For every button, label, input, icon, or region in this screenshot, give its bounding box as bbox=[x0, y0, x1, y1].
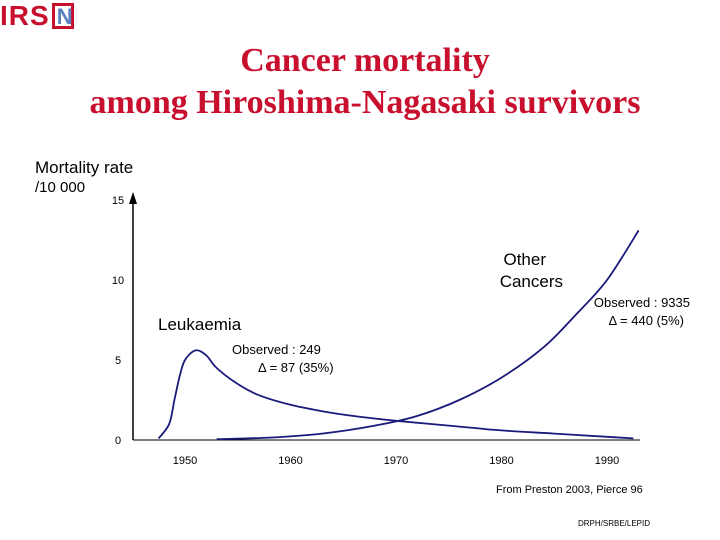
y-axis-arrow bbox=[129, 192, 137, 204]
leukaemia-line bbox=[157, 349, 634, 440]
x-tick-label: 1980 bbox=[489, 455, 513, 467]
leukaemia-label: Leukaemia bbox=[158, 315, 242, 334]
logo-text: IRS bbox=[0, 0, 50, 31]
other-cancers-observed: Observed : 9335 bbox=[594, 295, 690, 310]
y-tick-label: 0 bbox=[115, 435, 121, 447]
leukaemia-delta: Δ = 87 (35%) bbox=[258, 360, 334, 375]
y-tick-label: 15 bbox=[112, 195, 124, 207]
logo-box: N bbox=[51, 3, 74, 29]
page-title-line1: Cancer mortality bbox=[240, 42, 490, 79]
x-tick-label: 1990 bbox=[595, 455, 619, 467]
credit-note: DRPH/SRBE/LEPID bbox=[578, 519, 651, 528]
y-tick-label: 10 bbox=[112, 275, 124, 287]
y-axis-label: Mortality rate bbox=[35, 158, 134, 177]
source-note: From Preston 2003, Pierce 96 bbox=[496, 484, 643, 496]
x-tick-label: 1950 bbox=[173, 455, 197, 467]
tick-labels: 0 5 10 15 1950 1960 1970 1980 1990 bbox=[112, 195, 619, 467]
y-axis-unit: /10 000 bbox=[35, 179, 86, 196]
other-cancers-label-line2: Cancers bbox=[500, 272, 563, 291]
irsn-logo: IRS N bbox=[0, 0, 74, 32]
other-cancers-line bbox=[216, 229, 640, 441]
leukaemia-observed: Observed : 249 bbox=[232, 342, 321, 357]
x-tick-label: 1970 bbox=[384, 455, 408, 467]
other-cancers-label-line1: Other bbox=[503, 250, 546, 269]
logo-box-letter: N bbox=[56, 4, 73, 29]
other-cancers-delta: Δ = 440 (5%) bbox=[608, 313, 684, 328]
y-tick-label: 5 bbox=[115, 355, 121, 367]
page-title-line2: among Hiroshima-Nagasaki survivors bbox=[89, 84, 641, 121]
series-lines bbox=[157, 229, 640, 441]
annotations: Leukaemia Observed : 249 Δ = 87 (35%) Other… bbox=[158, 250, 690, 375]
x-tick-label: 1960 bbox=[278, 455, 302, 467]
